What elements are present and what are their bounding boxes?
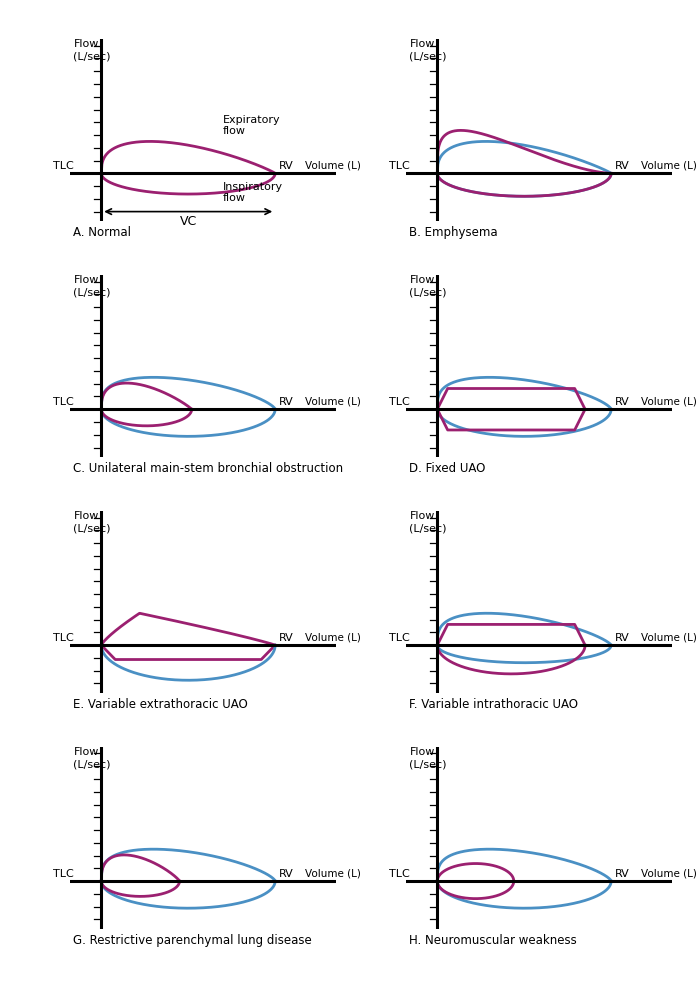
Text: RV: RV bbox=[615, 633, 629, 643]
Text: RV: RV bbox=[615, 869, 629, 879]
Text: TLC: TLC bbox=[52, 397, 74, 407]
Text: C. Unilateral main-stem bronchial obstruction: C. Unilateral main-stem bronchial obstru… bbox=[74, 462, 344, 475]
Text: TLC: TLC bbox=[389, 161, 410, 171]
Text: Expiratory
flow: Expiratory flow bbox=[223, 115, 281, 137]
Text: E. Variable extrathoracic UAO: E. Variable extrathoracic UAO bbox=[74, 698, 248, 711]
Text: Volume (L): Volume (L) bbox=[640, 161, 696, 171]
Text: G. Restrictive parenchymal lung disease: G. Restrictive parenchymal lung disease bbox=[74, 934, 312, 947]
Text: RV: RV bbox=[279, 869, 293, 879]
Text: Flow
(L/sec): Flow (L/sec) bbox=[74, 39, 111, 62]
Text: Volume (L): Volume (L) bbox=[640, 397, 696, 407]
Text: RV: RV bbox=[615, 397, 629, 407]
Text: TLC: TLC bbox=[52, 161, 74, 171]
Text: A. Normal: A. Normal bbox=[74, 226, 132, 239]
Text: TLC: TLC bbox=[389, 397, 410, 407]
Text: Volume (L): Volume (L) bbox=[304, 869, 360, 879]
Text: B. Emphysema: B. Emphysema bbox=[410, 226, 498, 239]
Text: D. Fixed UAO: D. Fixed UAO bbox=[410, 462, 486, 475]
Text: Flow
(L/sec): Flow (L/sec) bbox=[74, 511, 111, 534]
Text: Volume (L): Volume (L) bbox=[304, 161, 360, 171]
Text: TLC: TLC bbox=[389, 869, 410, 879]
Text: Volume (L): Volume (L) bbox=[304, 397, 360, 407]
Text: VC: VC bbox=[180, 215, 197, 228]
Text: Volume (L): Volume (L) bbox=[640, 633, 696, 643]
Text: H. Neuromuscular weakness: H. Neuromuscular weakness bbox=[410, 934, 578, 947]
Text: Flow
(L/sec): Flow (L/sec) bbox=[74, 747, 111, 770]
Text: Volume (L): Volume (L) bbox=[304, 633, 360, 643]
Text: RV: RV bbox=[279, 161, 293, 171]
Text: Flow
(L/sec): Flow (L/sec) bbox=[410, 511, 447, 534]
Text: TLC: TLC bbox=[52, 633, 74, 643]
Text: RV: RV bbox=[279, 397, 293, 407]
Text: Inspiratory
flow: Inspiratory flow bbox=[223, 182, 283, 203]
Text: Flow
(L/sec): Flow (L/sec) bbox=[410, 747, 447, 770]
Text: RV: RV bbox=[279, 633, 293, 643]
Text: Flow
(L/sec): Flow (L/sec) bbox=[410, 39, 447, 62]
Text: RV: RV bbox=[615, 161, 629, 171]
Text: Flow
(L/sec): Flow (L/sec) bbox=[410, 275, 447, 298]
Text: Flow
(L/sec): Flow (L/sec) bbox=[74, 275, 111, 298]
Text: TLC: TLC bbox=[389, 633, 410, 643]
Text: Volume (L): Volume (L) bbox=[640, 869, 696, 879]
Text: F. Variable intrathoracic UAO: F. Variable intrathoracic UAO bbox=[410, 698, 578, 711]
Text: TLC: TLC bbox=[52, 869, 74, 879]
